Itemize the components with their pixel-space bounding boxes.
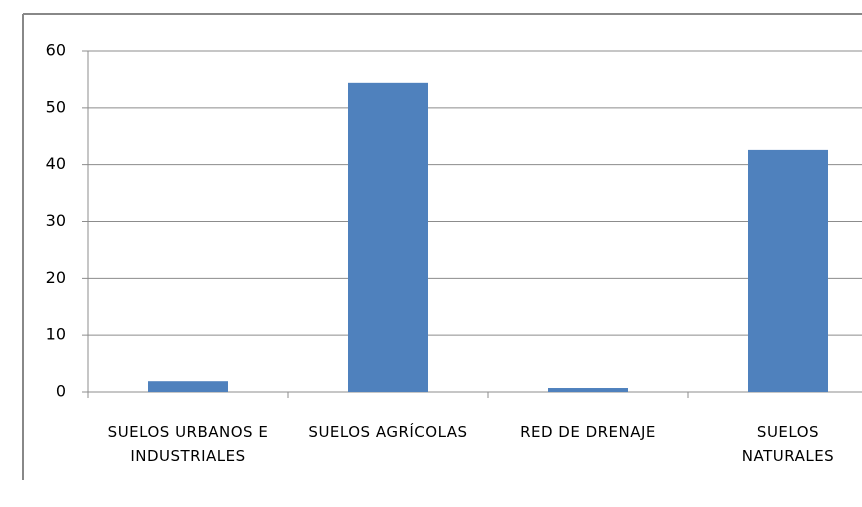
y-tick-label: 40	[46, 154, 66, 173]
y-tick-label: 50	[46, 97, 66, 116]
bar	[348, 82, 428, 393]
bar	[748, 149, 828, 392]
x-tick-label: SUELOS URBANOS E INDUSTRIALES	[107, 423, 269, 465]
y-tick-label: 10	[46, 325, 66, 344]
y-tick-label: 20	[46, 268, 66, 287]
x-tick-label: SUELOS AGRÍCOLAS	[308, 423, 468, 441]
x-tick-label: RED DE DRENAJE	[520, 423, 656, 441]
x-tick-label: SUELOS NATURALES	[741, 423, 835, 465]
bar	[148, 381, 228, 392]
y-tick-label: 30	[46, 211, 66, 230]
bar	[548, 388, 628, 392]
y-tick-label: 60	[46, 41, 66, 60]
y-tick-label: 0	[56, 382, 66, 401]
